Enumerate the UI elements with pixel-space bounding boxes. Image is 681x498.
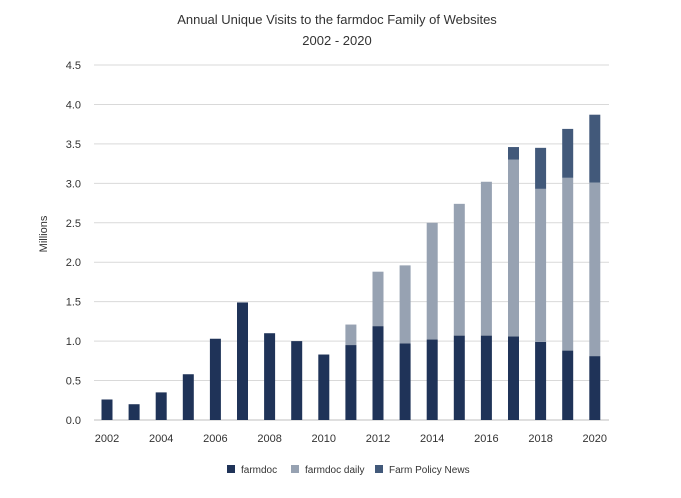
legend-swatch-farmdoc-daily [291, 465, 299, 473]
bar-farmdoc-2018 [535, 341, 547, 420]
bar-farmdoc-2007 [237, 302, 248, 420]
bar-farm-policy-news-2017 [508, 147, 519, 160]
bar-farmdoc-2008 [264, 333, 276, 420]
legend-label-farmdoc-daily: farmdoc daily [305, 465, 364, 476]
bar-farmdoc-2006 [209, 338, 221, 420]
bar-farm-policy-news-2019 [562, 128, 574, 178]
bar-farmdoc-2004 [155, 392, 167, 420]
y-tick-label: 1.5 [66, 297, 81, 309]
bar-farmdoc-2009 [291, 341, 303, 420]
bar-farmdoc-2017 [508, 336, 519, 420]
bar-farmdoc-daily-2012 [372, 271, 384, 327]
bar-farmdoc-2015 [453, 335, 465, 420]
y-tick-label: 2.0 [66, 257, 81, 269]
bar-farmdoc-2003 [128, 404, 140, 420]
chart-subtitle: 2002 - 2020 [302, 33, 371, 48]
bar-farmdoc-2020 [589, 356, 601, 420]
bar-farmdoc-2011 [345, 345, 357, 420]
bars-layer [101, 114, 601, 420]
x-axis-ticks: 2002 2004 2006 2008 2010 2012 2014 2016 2018 2020 [95, 433, 607, 445]
legend: farmdoc farmdoc daily Farm Policy News [227, 465, 470, 476]
bar-farm-policy-news-2018 [535, 147, 547, 189]
bar-farmdoc-daily-2019 [562, 177, 574, 351]
y-tick-label: 0.0 [66, 415, 81, 427]
y-tick-label: 4.5 [66, 60, 81, 72]
bar-farmdoc-2010 [318, 354, 330, 420]
x-tick-label: 2002 [95, 433, 119, 445]
x-tick-label: 2016 [474, 433, 498, 445]
bar-farmdoc-2016 [480, 335, 492, 420]
y-tick-label: 2.5 [66, 218, 81, 230]
x-tick-label: 2008 [257, 433, 281, 445]
x-tick-label: 2006 [203, 433, 227, 445]
bar-farmdoc-daily-2017 [508, 159, 519, 337]
bar-farmdoc-2005 [182, 374, 194, 420]
legend-swatch-farm-policy-news [375, 465, 383, 473]
bar-farmdoc-2014 [426, 339, 438, 420]
bar-farmdoc-daily-2015 [453, 203, 465, 336]
y-tick-label: 4.0 [66, 99, 81, 111]
x-tick-label: 2018 [528, 433, 552, 445]
y-tick-label: 3.0 [66, 178, 81, 190]
x-tick-label: 2010 [312, 433, 336, 445]
y-tick-label: 1.0 [66, 336, 81, 348]
grid-layer [94, 64, 609, 421]
y-tick-label: 3.5 [66, 139, 81, 151]
bar-farmdoc-daily-2018 [535, 188, 547, 342]
legend-swatch-farmdoc [227, 465, 235, 473]
x-tick-label: 2020 [583, 433, 607, 445]
bar-farmdoc-2019 [562, 350, 574, 420]
y-axis-title: Millions [38, 215, 50, 252]
bar-farmdoc-daily-2016 [480, 181, 492, 336]
x-tick-label: 2012 [366, 433, 390, 445]
bar-farmdoc-daily-2020 [589, 182, 601, 357]
bar-farmdoc-daily-2011 [345, 324, 357, 346]
bar-farmdoc-daily-2014 [426, 222, 438, 340]
bar-farmdoc-2002 [101, 399, 113, 420]
bar-farmdoc-daily-2013 [399, 265, 411, 344]
bar-farm-policy-news-2020 [589, 114, 601, 183]
y-axis-ticks: 0.0 0.5 1.0 1.5 2.0 2.5 3.0 3.5 4.0 4.5 [66, 60, 81, 427]
x-tick-label: 2004 [149, 433, 173, 445]
y-tick-label: 0.5 [66, 376, 81, 388]
bar-farmdoc-2012 [372, 326, 384, 420]
legend-label-farm-policy-news: Farm Policy News [389, 465, 470, 476]
x-tick-label: 2014 [420, 433, 444, 445]
chart-title: Annual Unique Visits to the farmdoc Fami… [177, 12, 497, 27]
legend-label-farmdoc: farmdoc [241, 465, 277, 476]
bar-farmdoc-2013 [399, 343, 411, 420]
